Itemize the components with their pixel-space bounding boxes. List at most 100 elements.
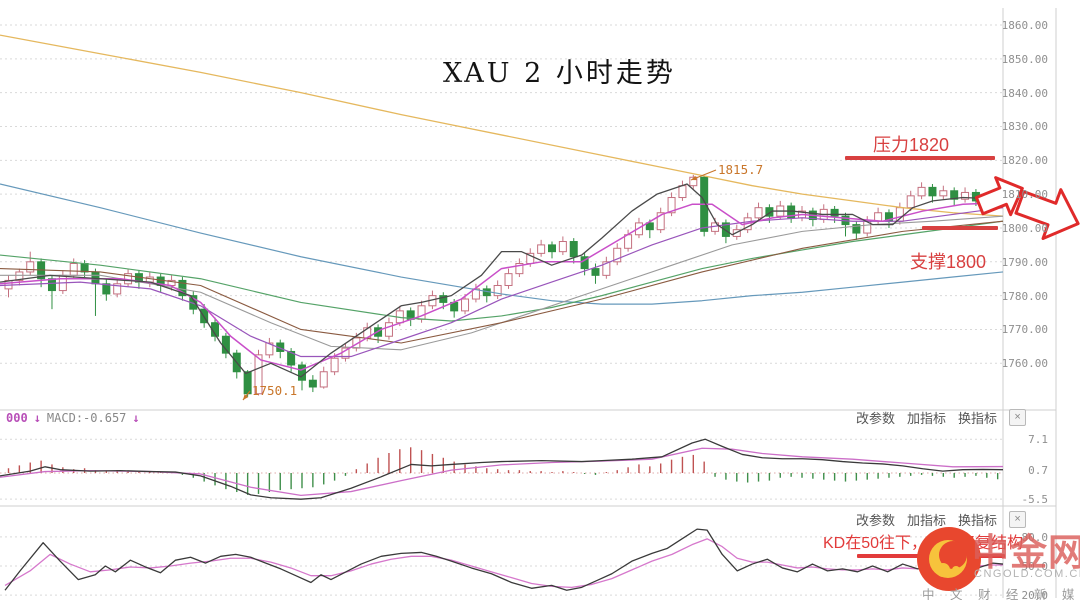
peak-price-callout: 1815.7	[718, 162, 764, 177]
price-tick-label: 1850.00	[1001, 52, 1048, 66]
kd-tick-label: 20.0	[1021, 589, 1049, 600]
price-tick-label: 1760.00	[1001, 357, 1048, 371]
candle-body	[939, 190, 948, 197]
candle-body	[580, 256, 589, 270]
switch-indicator-button[interactable]: 换指标	[958, 513, 998, 528]
close-icon[interactable]: ×	[1009, 409, 1027, 426]
candle-body	[537, 244, 546, 254]
macd-toolbar: 改参数 加指标 换指标 ×	[856, 408, 1027, 427]
candle-body	[656, 212, 665, 231]
add-indicator-button[interactable]: 加指标	[907, 411, 947, 426]
candle-body	[765, 207, 774, 217]
macd-header: 000 ↓ MACD:-0.657 ↓	[6, 411, 140, 425]
candle-body	[113, 283, 122, 295]
switch-indicator-button[interactable]: 换指标	[958, 411, 998, 426]
candle-body	[254, 354, 263, 395]
candle-body	[689, 176, 698, 187]
price-tick-label: 1830.00	[1001, 120, 1048, 134]
ma-brown	[0, 220, 1004, 344]
candle-body	[613, 247, 622, 263]
candle-body	[69, 263, 78, 276]
candle-body	[624, 234, 633, 249]
macd-tick-label: 7.1	[1028, 433, 1048, 447]
resistance-annotation-label: 压力1820	[873, 135, 950, 155]
candle-body	[461, 298, 470, 312]
macd-header-prefix: 000	[6, 411, 28, 425]
kd-tick-label: 80.0	[1021, 530, 1049, 544]
ma-gray	[0, 215, 1004, 351]
candle-body	[47, 278, 56, 292]
add-indicator-button[interactable]: 加指标	[907, 513, 947, 528]
candle-body	[548, 244, 556, 253]
candle-body	[917, 186, 926, 197]
candle-body	[721, 222, 730, 237]
kd-tick-label: 50.0	[1021, 560, 1049, 573]
resistance-line	[845, 156, 995, 160]
candle-body	[830, 208, 839, 217]
change-params-button[interactable]: 改参数	[856, 513, 896, 528]
candle-body	[287, 350, 296, 366]
watermark-tagline: 中 文 财 经 新 媒 体	[922, 588, 1080, 600]
change-params-button[interactable]: 改参数	[856, 411, 896, 426]
candle-body	[645, 222, 654, 231]
candle-body	[439, 295, 448, 303]
ma-magenta	[0, 201, 1004, 371]
macd-dif-line	[0, 438, 1004, 500]
candle-body	[26, 261, 35, 273]
candle-body	[493, 284, 502, 297]
candle-body	[319, 371, 328, 388]
kd-d-line	[4, 538, 1003, 588]
macd-tick-label: -5.5	[1021, 493, 1049, 507]
candle-body	[852, 224, 861, 234]
candle-body	[384, 322, 393, 337]
candle-body	[591, 268, 600, 276]
candle-body	[906, 195, 915, 209]
support-line	[922, 226, 998, 230]
cngold-logo-icon	[917, 527, 981, 591]
price-tick-label: 1810.00	[1001, 188, 1048, 202]
candle-body	[15, 271, 24, 281]
macd-value-label: MACD:-0.657	[46, 411, 127, 425]
candle-body	[330, 357, 339, 373]
candle-body	[221, 335, 230, 354]
price-tick-label: 1770.00	[1001, 323, 1048, 337]
ma-green	[0, 220, 1004, 322]
candle-body	[928, 186, 937, 197]
watermark-brand: 中金网	[972, 532, 1080, 573]
macd-dea-line	[0, 447, 1004, 497]
price-tick-label: 1820.00	[1001, 154, 1048, 168]
ma-long-orange	[0, 34, 1004, 217]
trend-arrow	[974, 176, 1024, 217]
callout-arrowhead	[243, 394, 249, 400]
support-annotation-label: 支撑1800	[910, 252, 987, 272]
price-tick-label: 1860.00	[1001, 19, 1048, 32]
candle-body	[265, 342, 274, 356]
chart-title: XAU 2 小时走势	[443, 58, 676, 89]
candle-body	[515, 263, 524, 275]
candle-body	[504, 273, 513, 286]
candle-body	[80, 263, 89, 273]
callout-arrowhead	[691, 175, 697, 181]
price-tick-label: 1800.00	[1001, 221, 1048, 235]
watermark-domain: CNGOLD.COM.CN	[974, 568, 1080, 580]
candle-body	[558, 241, 567, 253]
candle-body	[678, 185, 687, 199]
watermark: 中金网 CNGOLD.COM.CN 中 文 财 经 新 媒 体	[916, 508, 1080, 600]
candle-body	[297, 364, 306, 381]
trend-arrow	[1014, 188, 1080, 240]
candle-body	[602, 261, 611, 276]
close-icon[interactable]: ×	[1009, 511, 1027, 528]
ma-steelblue	[0, 183, 1004, 305]
kd-toolbar: 改参数 加指标 换指标 ×	[856, 510, 1027, 529]
price-tick-label: 1840.00	[1001, 86, 1048, 100]
candle-body	[569, 241, 578, 258]
candle-body	[667, 197, 676, 214]
candle-body	[102, 283, 111, 295]
trough-price-callout: 1750.1	[252, 383, 298, 398]
macd-tick-label: 0.7	[1028, 463, 1048, 477]
down-arrow-icon: ↓	[33, 411, 41, 425]
candle-body	[754, 207, 763, 219]
kd-k-line	[4, 528, 1004, 591]
